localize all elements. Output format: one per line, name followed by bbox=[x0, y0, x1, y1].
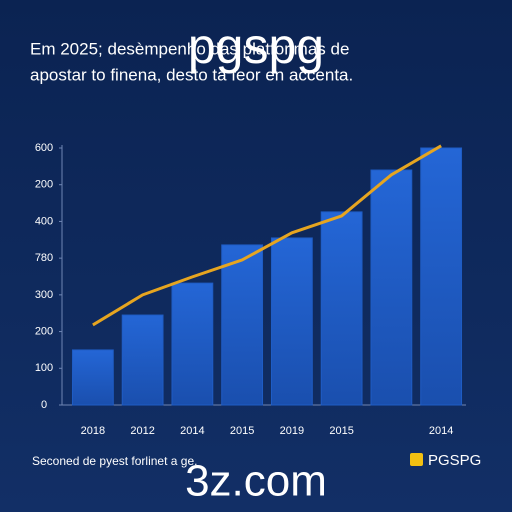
brand-icon bbox=[410, 453, 423, 466]
site-name: 3z.com bbox=[185, 457, 327, 506]
trend-line bbox=[92, 144, 442, 327]
x-tick-label: 2014 bbox=[429, 425, 453, 437]
y-tick-label: 400 bbox=[35, 215, 53, 227]
bar bbox=[270, 237, 313, 406]
y-tick-label: 0 bbox=[41, 399, 47, 411]
brand: PGSPG bbox=[428, 452, 481, 469]
bar bbox=[221, 244, 264, 406]
y-tick-label: 200 bbox=[35, 325, 53, 337]
x-tick-label: 2012 bbox=[130, 425, 154, 437]
y-tick-label: 100 bbox=[35, 362, 53, 374]
y-tick-label: 600 bbox=[35, 142, 53, 154]
watermark: pgspg bbox=[188, 18, 324, 74]
y-tick-label: 300 bbox=[35, 289, 53, 301]
chart-subtitle: apostar to finena, desto ta feor en acce… bbox=[30, 65, 353, 84]
x-tick-label: 2015 bbox=[329, 425, 353, 437]
x-tick-label: 2015 bbox=[230, 425, 254, 437]
bar bbox=[420, 147, 463, 406]
y-tick-label: 780 bbox=[35, 252, 53, 264]
x-tick-label: 2019 bbox=[280, 425, 304, 437]
bar bbox=[121, 314, 164, 406]
y-tick-label: 200 bbox=[35, 179, 53, 191]
x-tick-label: 2014 bbox=[180, 425, 204, 437]
bar bbox=[171, 282, 214, 406]
x-tick-label: 2018 bbox=[81, 425, 105, 437]
bar bbox=[71, 349, 114, 406]
footer-text: Seconed de pyest forlinet a ge. bbox=[32, 454, 197, 468]
chart-title: Em 2025; desèmpenho das platforimas de bbox=[30, 39, 349, 58]
bar bbox=[370, 169, 413, 406]
bar bbox=[320, 211, 363, 406]
